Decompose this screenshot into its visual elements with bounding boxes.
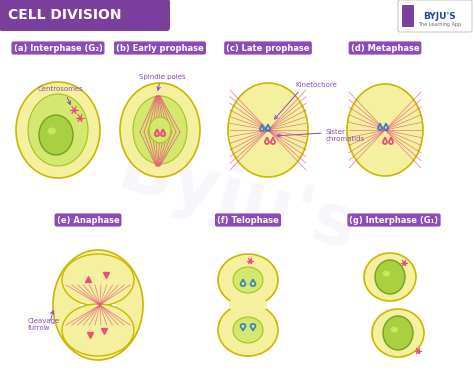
Text: Byju's: Byju's (110, 135, 364, 265)
Ellipse shape (233, 317, 263, 343)
Ellipse shape (47, 128, 56, 134)
Ellipse shape (364, 253, 416, 301)
Ellipse shape (133, 96, 187, 164)
Text: BYJU'S: BYJU'S (424, 11, 456, 21)
FancyBboxPatch shape (0, 0, 170, 31)
Ellipse shape (28, 94, 88, 166)
Ellipse shape (120, 83, 200, 177)
Text: CELL DIVISION: CELL DIVISION (8, 8, 121, 22)
Text: (c) Late prophase: (c) Late prophase (226, 43, 310, 53)
Text: Kinetochore: Kinetochore (295, 82, 337, 88)
FancyBboxPatch shape (402, 5, 414, 27)
Ellipse shape (372, 309, 424, 357)
Ellipse shape (218, 304, 278, 356)
FancyBboxPatch shape (80, 297, 116, 313)
Text: (g) Interphase (G₁): (g) Interphase (G₁) (349, 216, 438, 224)
Ellipse shape (347, 84, 423, 176)
Ellipse shape (39, 115, 73, 155)
Ellipse shape (16, 82, 100, 178)
Ellipse shape (383, 271, 390, 277)
Text: Spindle poles: Spindle poles (139, 74, 185, 80)
Ellipse shape (62, 304, 134, 356)
Ellipse shape (218, 254, 278, 306)
Text: (b) Early prophase: (b) Early prophase (116, 43, 204, 53)
Ellipse shape (383, 316, 413, 350)
Text: (e) Anaphase: (e) Anaphase (56, 216, 119, 224)
Ellipse shape (391, 327, 398, 333)
Text: Sister
chromatids: Sister chromatids (326, 128, 365, 141)
Text: (a) Interphase (G₂): (a) Interphase (G₂) (14, 43, 102, 53)
Ellipse shape (228, 83, 308, 177)
Ellipse shape (62, 254, 134, 306)
Text: Centrosomes: Centrosomes (37, 86, 83, 92)
FancyBboxPatch shape (398, 0, 472, 32)
Text: (d) Metaphase: (d) Metaphase (351, 43, 419, 53)
Ellipse shape (149, 117, 171, 143)
Text: The Learning App: The Learning App (419, 21, 462, 27)
Text: (f) Telophase: (f) Telophase (217, 216, 279, 224)
Ellipse shape (229, 294, 267, 316)
Ellipse shape (233, 267, 263, 293)
Ellipse shape (375, 260, 405, 294)
Ellipse shape (53, 250, 143, 360)
Text: Cleavage
furrow: Cleavage furrow (28, 319, 60, 331)
